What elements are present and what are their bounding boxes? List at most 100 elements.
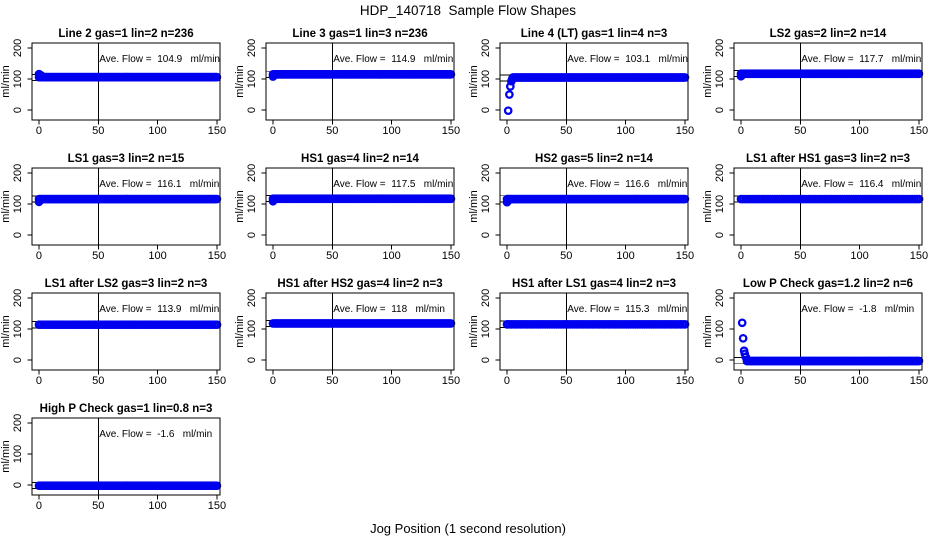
data-points bbox=[268, 70, 456, 81]
panel-title: LS1 after HS1 gas=3 lin=2 n=3 bbox=[746, 153, 910, 165]
axes bbox=[27, 292, 221, 375]
panel-cell: 0 50 100 150 0 100 200 ml/min LS1 after HS1 gas=… bbox=[702, 145, 936, 270]
axes bbox=[729, 42, 923, 125]
svg-text:100: 100 bbox=[616, 375, 634, 387]
ave-flow-label: Ave. Flow = 118 ml/min bbox=[333, 304, 445, 315]
svg-text:50: 50 bbox=[92, 250, 104, 262]
svg-text:150: 150 bbox=[676, 125, 694, 137]
panel-ylabel: ml/min bbox=[468, 65, 480, 97]
svg-text:150: 150 bbox=[910, 250, 928, 262]
data-points bbox=[268, 194, 456, 206]
svg-text:0: 0 bbox=[504, 250, 510, 262]
panel-title: Line 3 gas=1 lin=3 n=236 bbox=[292, 28, 427, 40]
panel-title: HS2 gas=5 lin=2 n=14 bbox=[535, 153, 654, 165]
axes bbox=[495, 42, 689, 125]
svg-text:0: 0 bbox=[36, 375, 42, 387]
panel-title: Low P Check gas=1.2 lin=2 n=6 bbox=[743, 278, 913, 290]
svg-text:100: 100 bbox=[480, 195, 492, 213]
panel-ylabel: ml/min bbox=[468, 190, 480, 222]
svg-text:200: 200 bbox=[12, 414, 24, 432]
svg-text:100: 100 bbox=[714, 320, 726, 338]
axes bbox=[27, 167, 221, 250]
ave-flow-label: Ave. Flow = 114.9 ml/min bbox=[333, 54, 453, 65]
panel-ylabel: ml/min bbox=[0, 190, 12, 222]
svg-text:100: 100 bbox=[616, 125, 634, 137]
svg-text:0: 0 bbox=[714, 357, 726, 363]
svg-text:0: 0 bbox=[738, 375, 744, 387]
figure-title: HDP_140718 Sample Flow Shapes bbox=[359, 3, 577, 18]
svg-text:100: 100 bbox=[714, 70, 726, 88]
panel-cell: 0 50 100 150 0 100 200 ml/min LS1 after LS2 gas=… bbox=[0, 270, 234, 395]
svg-text:150: 150 bbox=[676, 375, 694, 387]
svg-text:200: 200 bbox=[480, 289, 492, 307]
svg-text:100: 100 bbox=[12, 70, 24, 88]
svg-text:150: 150 bbox=[442, 250, 460, 262]
svg-text:0: 0 bbox=[12, 357, 24, 363]
svg-text:200: 200 bbox=[480, 164, 492, 182]
svg-text:50: 50 bbox=[560, 125, 572, 137]
svg-text:100: 100 bbox=[850, 250, 868, 262]
svg-text:50: 50 bbox=[794, 125, 806, 137]
svg-text:0: 0 bbox=[36, 500, 42, 512]
svg-text:0: 0 bbox=[36, 125, 42, 137]
svg-text:100: 100 bbox=[850, 375, 868, 387]
data-points bbox=[34, 481, 222, 491]
svg-text:50: 50 bbox=[560, 250, 572, 262]
svg-text:50: 50 bbox=[326, 250, 338, 262]
panel-ylabel: ml/min bbox=[702, 315, 714, 347]
data-points bbox=[736, 69, 924, 81]
ave-flow-label: Ave. Flow = 116.1 ml/min bbox=[99, 179, 219, 190]
svg-text:100: 100 bbox=[12, 445, 24, 463]
svg-text:50: 50 bbox=[92, 500, 104, 512]
axes bbox=[261, 167, 455, 250]
panel-ylabel: ml/min bbox=[234, 315, 246, 347]
ave-flow-label: Ave. Flow = 103.1 ml/min bbox=[567, 54, 688, 65]
svg-text:100: 100 bbox=[382, 125, 400, 137]
svg-text:0: 0 bbox=[12, 482, 24, 488]
svg-text:150: 150 bbox=[208, 500, 226, 512]
svg-text:150: 150 bbox=[208, 125, 226, 137]
svg-text:150: 150 bbox=[442, 375, 460, 387]
panel-title: Line 2 gas=1 lin=2 n=236 bbox=[58, 28, 193, 40]
panel-title: HS1 gas=4 lin=2 n=14 bbox=[301, 153, 420, 165]
svg-text:100: 100 bbox=[850, 125, 868, 137]
panel-title: Line 4 (LT) gas=1 lin=4 n=3 bbox=[521, 28, 667, 40]
svg-text:0: 0 bbox=[270, 250, 276, 262]
svg-text:100: 100 bbox=[246, 70, 258, 88]
panel-cell: 0 50 100 150 0 100 200 ml/min Line 2 gas=1 lin=2… bbox=[0, 20, 234, 145]
panel-title: High P Check gas=1 lin=0.8 n=3 bbox=[40, 403, 213, 415]
panel-ylabel: ml/min bbox=[702, 190, 714, 222]
panel-ylabel: ml/min bbox=[234, 65, 246, 97]
svg-text:0: 0 bbox=[714, 107, 726, 113]
panel-cell: 0 50 100 150 0 100 200 ml/min High P Check gas=1… bbox=[0, 395, 234, 520]
svg-text:150: 150 bbox=[208, 375, 226, 387]
ave-flow-label: Ave. Flow = 104.9 ml/min bbox=[99, 54, 220, 65]
svg-text:100: 100 bbox=[12, 195, 24, 213]
svg-text:0: 0 bbox=[12, 107, 24, 113]
panel-cell: 0 50 100 150 0 100 200 ml/min Line 4 (LT) gas=1 … bbox=[468, 20, 702, 145]
svg-text:0: 0 bbox=[246, 232, 258, 238]
svg-text:150: 150 bbox=[208, 250, 226, 262]
svg-text:0: 0 bbox=[246, 107, 258, 113]
svg-text:0: 0 bbox=[504, 125, 510, 137]
ave-flow-label: Ave. Flow = 116.6 ml/min bbox=[567, 179, 687, 190]
svg-text:100: 100 bbox=[480, 70, 492, 88]
data-points bbox=[502, 194, 690, 207]
svg-text:100: 100 bbox=[246, 320, 258, 338]
svg-text:150: 150 bbox=[910, 125, 928, 137]
svg-text:100: 100 bbox=[616, 250, 634, 262]
svg-text:100: 100 bbox=[148, 500, 166, 512]
svg-text:50: 50 bbox=[560, 375, 572, 387]
data-points bbox=[34, 320, 222, 330]
panel-title: LS2 gas=2 lin=2 n=14 bbox=[770, 28, 887, 40]
panel-grid: 0 50 100 150 0 100 200 ml/min Line 2 gas=1 lin=2… bbox=[0, 20, 936, 520]
